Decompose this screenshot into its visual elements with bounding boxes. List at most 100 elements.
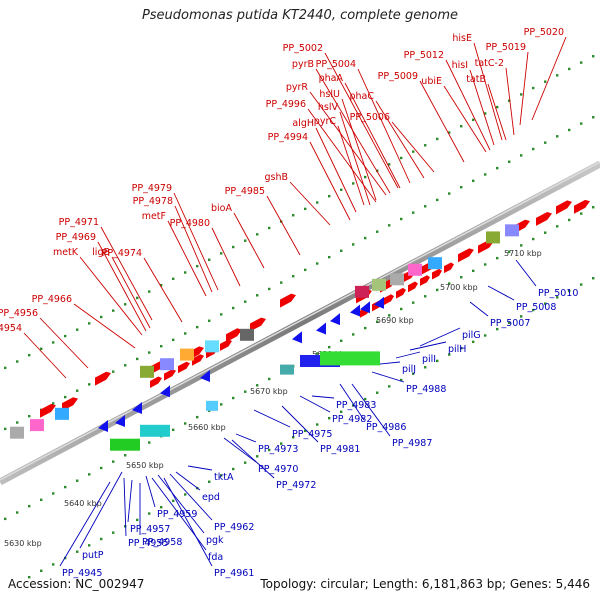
guide-dot [412, 211, 415, 214]
guide-dot [532, 147, 535, 151]
guide-dot [424, 144, 427, 147]
guide-dot [352, 182, 355, 185]
leader-line [73, 303, 136, 349]
guide-dot [40, 569, 43, 572]
bottom-gene-label: PP_4962 [214, 522, 254, 533]
guide-dot [52, 492, 55, 495]
guide-dot [316, 201, 319, 204]
guide-dot [268, 377, 271, 381]
guide-dot [436, 198, 439, 202]
top-gene-label: PP_5004 [316, 59, 356, 70]
feature-box [206, 400, 218, 411]
gene-arrow [420, 275, 430, 286]
leader-line [344, 82, 401, 189]
guide-dot [508, 250, 511, 253]
leader-line [163, 477, 213, 567]
leader-line [515, 259, 537, 287]
top-gene-label: tatB [466, 74, 486, 85]
guide-dot [580, 212, 583, 215]
top-gene-label: PP_4956 [0, 308, 38, 319]
gene-arrow [95, 371, 111, 386]
gene-arrow [280, 293, 296, 308]
guide-dot [352, 404, 355, 407]
guide-dot [544, 231, 547, 234]
guide-dot [328, 345, 331, 349]
top-gene-label: PP_5019 [486, 42, 526, 53]
gene-arrow [132, 402, 142, 415]
guide-dot [28, 414, 31, 418]
bottom-gene-label: epd [202, 492, 220, 503]
leader-line [59, 481, 111, 567]
guide-dot [16, 511, 19, 514]
guide-dot [520, 244, 523, 247]
guide-dot [232, 467, 235, 471]
guide-dot [196, 415, 199, 419]
leader-line [311, 395, 335, 399]
feature-layer [10, 199, 590, 451]
top-gene-label: PP_4978 [133, 196, 173, 207]
leader-line [469, 301, 489, 317]
leader-line [79, 471, 123, 549]
top-gene-label: PP_4994 [268, 132, 308, 143]
top-gene-label: ubiE [421, 76, 442, 87]
guide-dot [352, 243, 355, 246]
guide-dot [124, 525, 127, 528]
feature-box [505, 224, 519, 237]
guide-dot [556, 296, 559, 299]
leader-line [39, 317, 89, 369]
top-gene-label: PP_4974 [102, 248, 142, 259]
feature-box [390, 273, 404, 286]
feature-box [10, 426, 24, 439]
guide-dot [28, 353, 31, 357]
gene-arrow [115, 415, 125, 428]
gene-arrow [444, 262, 454, 274]
gene-arrow [200, 370, 210, 382]
guide-dot [340, 410, 343, 413]
guide-dot [388, 385, 391, 388]
guide-dot [148, 441, 151, 444]
leader-line [123, 477, 127, 537]
top-gene-label: PP_5012 [404, 50, 444, 61]
top-gene-label: ligB [92, 247, 110, 258]
guide-dot [184, 271, 187, 274]
guide-dot [472, 179, 475, 183]
leader-line [519, 51, 529, 126]
guide-dot [292, 275, 295, 278]
guide-dot [328, 255, 331, 259]
tick-label: 5640 kbp [64, 499, 102, 508]
gene-arrow [350, 304, 360, 317]
bottom-gene-label: PP_4958 [142, 537, 182, 548]
guide-dot [76, 550, 79, 553]
guide-dot [520, 93, 523, 96]
guide-dot [556, 225, 559, 228]
guide-dot [448, 282, 451, 285]
leader-line [143, 257, 183, 323]
guide-dot [292, 436, 295, 439]
guide-dot [16, 421, 19, 424]
guide-dot [544, 141, 547, 144]
top-gene-label: algH [292, 118, 314, 129]
guide-dot [460, 347, 463, 350]
guide-dot [532, 86, 535, 90]
guide-dot [208, 258, 211, 261]
gene-arrow [220, 339, 232, 351]
guide-dot [100, 537, 103, 541]
map-title: Pseudomonas putida KT2440, complete geno… [141, 8, 459, 23]
leader-line [111, 256, 151, 329]
guide-dot [52, 402, 55, 405]
guide-dot [148, 512, 151, 515]
guide-dot [556, 135, 559, 138]
guide-dot [148, 290, 151, 293]
guide-dot [424, 205, 427, 208]
guide-dot [40, 347, 43, 350]
leader-line [253, 409, 291, 428]
leader-line [233, 212, 265, 269]
guide-dot [340, 188, 343, 191]
guide-dot [508, 321, 511, 324]
leader-line [173, 192, 219, 291]
guide-dot [88, 383, 91, 386]
gene-arrow [292, 331, 302, 344]
guide-dot [568, 289, 571, 293]
bottom-gene-label: PP_5007 [490, 318, 530, 329]
feature-box [280, 364, 294, 375]
